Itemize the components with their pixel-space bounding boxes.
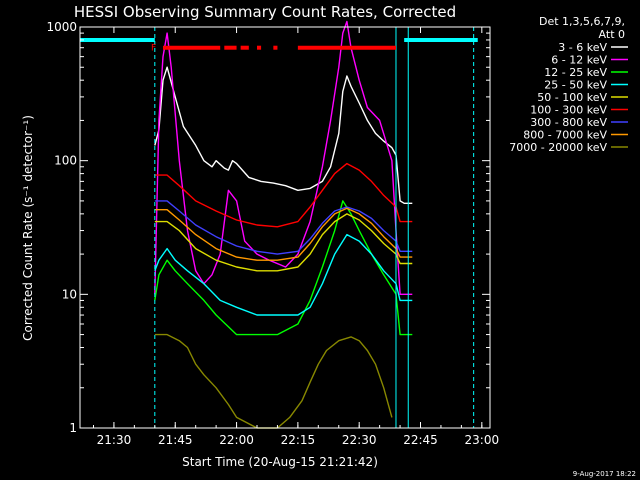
legend-label-4: 50 - 100 keV [537, 91, 607, 104]
x-tick-label-3: 22:15 [281, 433, 316, 447]
y-tick-label-3: 1000 [46, 20, 77, 34]
legend-label-1: 6 - 12 keV [551, 54, 607, 67]
flare-flag-label: F [151, 44, 156, 54]
series-line-2 [154, 200, 413, 336]
legend-label-7: 800 - 7000 keV [523, 129, 607, 142]
x-tick-label-4: 22:30 [342, 433, 377, 447]
x-tick-label-6: 23:00 [465, 433, 500, 447]
series-line-1 [154, 20, 413, 295]
legend-label-6: 300 - 800 keV [530, 116, 607, 129]
y-tick-label-0: 1 [69, 421, 77, 435]
legend-label-0: 3 - 6 keV [558, 41, 607, 54]
series-line-3 [154, 233, 413, 316]
legend-header: Det 1,3,5,6,7,9, Att 0 [539, 15, 625, 41]
legend-header-line-1: Det 1,3,5,6,7,9, [539, 15, 625, 28]
series-line-0 [154, 66, 413, 205]
legend-label-2: 12 - 25 keV [544, 66, 607, 79]
series-line-4 [154, 213, 413, 272]
chart-title: HESSI Observing Summary Count Rates, Cor… [74, 3, 456, 21]
y-tick-label-2: 100 [54, 154, 77, 168]
footer-timestamp: 9-Aug-2017 18:22 [573, 470, 636, 478]
plot-frame [79, 26, 491, 429]
y-tick-label-1: 10 [62, 287, 77, 301]
legend-label-8: 7000 - 20000 keV [509, 141, 607, 154]
series-line-8 [154, 333, 393, 429]
legend-label-3: 25 - 50 keV [544, 79, 607, 92]
y-axis: 1 10 100 1000 [46, 20, 490, 435]
x-axis: 21:30 21:45 22:00 22:15 22:30 22:45 23:00 [92, 27, 500, 447]
series-line-5 [154, 162, 413, 228]
y-axis-label: Corrected Count Rate (s⁻¹ detector⁻¹) [21, 115, 35, 341]
overlay-layer: F [79, 27, 478, 428]
x-axis-label: Start Time (20-Aug-15 21:21:42) [182, 455, 378, 469]
series-layer [154, 20, 413, 429]
x-tick-label-1: 21:45 [158, 433, 193, 447]
series-line-7 [154, 207, 413, 261]
legend-header-line-2: Att 0 [599, 28, 625, 41]
x-tick-label-2: 22:00 [219, 433, 254, 447]
x-tick-label-5: 22:45 [403, 433, 438, 447]
legend-label-5: 100 - 300 keV [530, 104, 607, 117]
x-tick-label-0: 21:30 [97, 433, 132, 447]
series-line-6 [154, 200, 413, 255]
